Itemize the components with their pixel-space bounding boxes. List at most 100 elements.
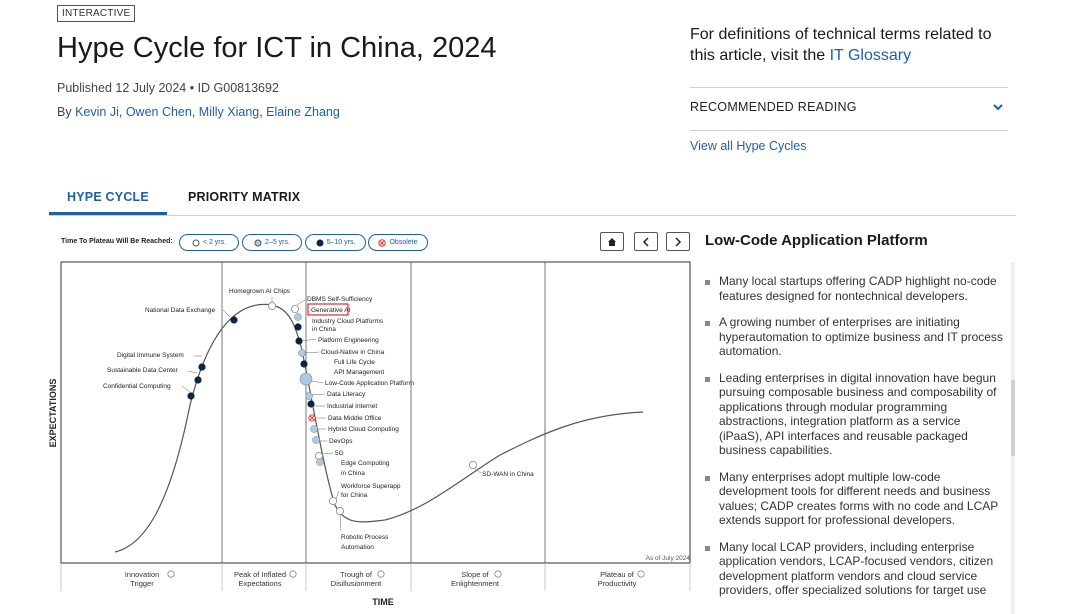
phase-label: Peak of Inflated — [234, 570, 286, 579]
technology-marker[interactable] — [230, 316, 238, 324]
technology-marker[interactable] — [295, 337, 303, 345]
technology-marker-selected[interactable] — [299, 372, 313, 386]
chevron-down-icon[interactable] — [992, 99, 1004, 115]
x-axis-title: TIME — [372, 597, 394, 607]
technology-marker[interactable] — [328, 496, 337, 505]
author-link[interactable]: Milly Xiang — [198, 105, 260, 119]
tech-label[interactable]: Full Life Cycle API Management — [334, 359, 384, 376]
tab-hype-cycle[interactable]: HYPE CYCLE — [67, 190, 149, 204]
tech-label[interactable]: Hybrid Cloud Computing — [328, 426, 399, 433]
list-item: Many enterprises adopt multiple low-code… — [705, 470, 1005, 528]
phase-label: Plateau of — [600, 570, 635, 579]
technology-marker[interactable] — [194, 376, 202, 384]
technology-marker[interactable] — [316, 458, 324, 466]
info-icon[interactable] — [377, 570, 385, 578]
technology-marker[interactable] — [300, 360, 308, 368]
list-item: A growing number of enterprises are init… — [705, 315, 1005, 359]
tech-label[interactable]: National Data Exchange — [145, 307, 215, 314]
page-title: Hype Cycle for ICT in China, 2024 — [57, 32, 497, 64]
tab-divider — [49, 215, 1016, 216]
home-icon — [608, 237, 616, 246]
tech-label-line: in China — [341, 470, 365, 477]
info-icon[interactable] — [289, 570, 297, 578]
technology-marker[interactable] — [290, 305, 299, 314]
interactive-badge: INTERACTIVE — [57, 5, 136, 22]
tech-label[interactable]: Cloud-Native in China — [321, 349, 385, 356]
technology-marker[interactable] — [198, 363, 206, 371]
technology-marker[interactable] — [468, 460, 477, 469]
previous-button[interactable] — [634, 232, 658, 251]
technology-marker[interactable] — [312, 436, 320, 444]
it-glossary-link[interactable]: IT Glossary — [829, 47, 912, 64]
tech-label[interactable]: Sustainable Data Center — [107, 367, 179, 374]
publication-info: Published 12 July 2024 • ID G00813692 — [57, 81, 279, 95]
tech-label[interactable]: Data Middle Office — [328, 415, 382, 422]
info-icon[interactable] — [637, 570, 645, 578]
tab-priority-matrix[interactable]: PRIORITY MATRIX — [188, 190, 301, 204]
highlight-box — [307, 303, 349, 316]
divider — [690, 87, 1008, 88]
hype-cycle-chart: Innovation Trigger Peak of Inflated Expe… — [48, 261, 691, 607]
phase-label: Productivity — [598, 579, 637, 588]
next-button[interactable] — [666, 232, 690, 251]
tech-label-line: Robotic Process — [341, 534, 389, 541]
chevron-left-icon — [642, 236, 649, 247]
scrollbar-thumb[interactable] — [1011, 380, 1015, 456]
tech-label[interactable]: Generative AI — [311, 307, 351, 314]
legend-item-label: Obsolete — [389, 239, 418, 246]
tech-label[interactable]: Edge Computing in China — [341, 460, 391, 477]
author-link[interactable]: Elaine Zhang — [266, 105, 340, 119]
glossary-text: For definitions of technical terms relat… — [690, 26, 992, 64]
tech-label-line: API Management — [334, 369, 384, 376]
phase-label: Trough of — [340, 570, 373, 579]
as-of-label: As of July 2024 — [646, 555, 691, 562]
y-axis-title: EXPECTATIONS — [48, 379, 58, 448]
chevron-right-icon — [675, 236, 682, 247]
legend-item-label: 2–5 yrs. — [265, 239, 290, 246]
technology-marker[interactable] — [307, 400, 315, 408]
tech-label[interactable]: Industry Cloud Platforms in China — [312, 318, 385, 333]
technology-marker[interactable] — [305, 392, 313, 400]
technology-marker[interactable] — [335, 506, 344, 515]
list-item: Leading enterprises in digital innovatio… — [705, 371, 1005, 458]
tech-label-line: Industry Cloud Platforms — [312, 318, 384, 325]
info-icon[interactable] — [494, 570, 502, 578]
tech-label[interactable]: Industrial Internet — [327, 403, 377, 410]
legend-5-10-years[interactable]: 5–10 yrs. — [305, 234, 366, 251]
tech-label[interactable]: 5G — [335, 450, 344, 457]
tech-label[interactable]: Low-Code Application Platform — [325, 380, 414, 387]
phase-label: Enlightenment — [451, 579, 500, 588]
phase-label: Disillusionment — [331, 579, 382, 588]
legend-label: Time To Plateau Will Be Reached: — [61, 238, 173, 245]
technology-marker[interactable] — [298, 349, 306, 357]
tech-label-line: in China — [312, 326, 336, 333]
tech-label[interactable]: SD-WAN in China — [482, 471, 534, 478]
legend-obsolete[interactable]: Obsolete — [368, 234, 428, 251]
by-label: By — [57, 105, 72, 119]
author-link[interactable]: Kevin Ji — [75, 105, 119, 119]
tech-label[interactable]: Digital Immune System — [117, 352, 184, 359]
legend-2-5-years[interactable]: 2–5 yrs. — [242, 234, 302, 251]
technology-marker[interactable] — [294, 313, 302, 321]
legend-under-2-years[interactable]: < 2 yrs. — [179, 234, 239, 251]
tech-label[interactable]: Workforce Superapp for China — [341, 483, 402, 499]
info-icon[interactable] — [167, 570, 175, 578]
tech-label[interactable]: Homegrown AI Chips — [229, 288, 291, 295]
recommended-reading-toggle[interactable]: RECOMMENDED READING — [690, 100, 857, 114]
technology-marker[interactable] — [310, 425, 318, 433]
home-button[interactable] — [600, 232, 624, 251]
technology-marker[interactable] — [187, 392, 195, 400]
view-all-hype-cycles-link[interactable]: View all Hype Cycles — [690, 139, 807, 153]
technology-marker[interactable] — [267, 302, 276, 311]
tech-label[interactable]: Platform Engineering — [318, 337, 379, 344]
author-link[interactable]: Owen Chen — [125, 105, 192, 119]
author-line: By Kevin Ji, Owen Chen, Milly Xiang, Ela… — [57, 105, 340, 119]
tech-label[interactable]: Data Literacy — [327, 391, 366, 398]
tech-label-line: Workforce Superapp — [341, 483, 401, 490]
active-tab-indicator — [49, 212, 167, 215]
tech-label[interactable]: Confidential Computing — [103, 383, 171, 390]
tech-label[interactable]: DBMS Self-Sufficiency — [307, 296, 373, 303]
technology-marker[interactable] — [294, 323, 302, 331]
tech-label[interactable]: DevOps — [329, 438, 353, 445]
tech-label[interactable]: Robotic Process Automation — [341, 534, 390, 551]
